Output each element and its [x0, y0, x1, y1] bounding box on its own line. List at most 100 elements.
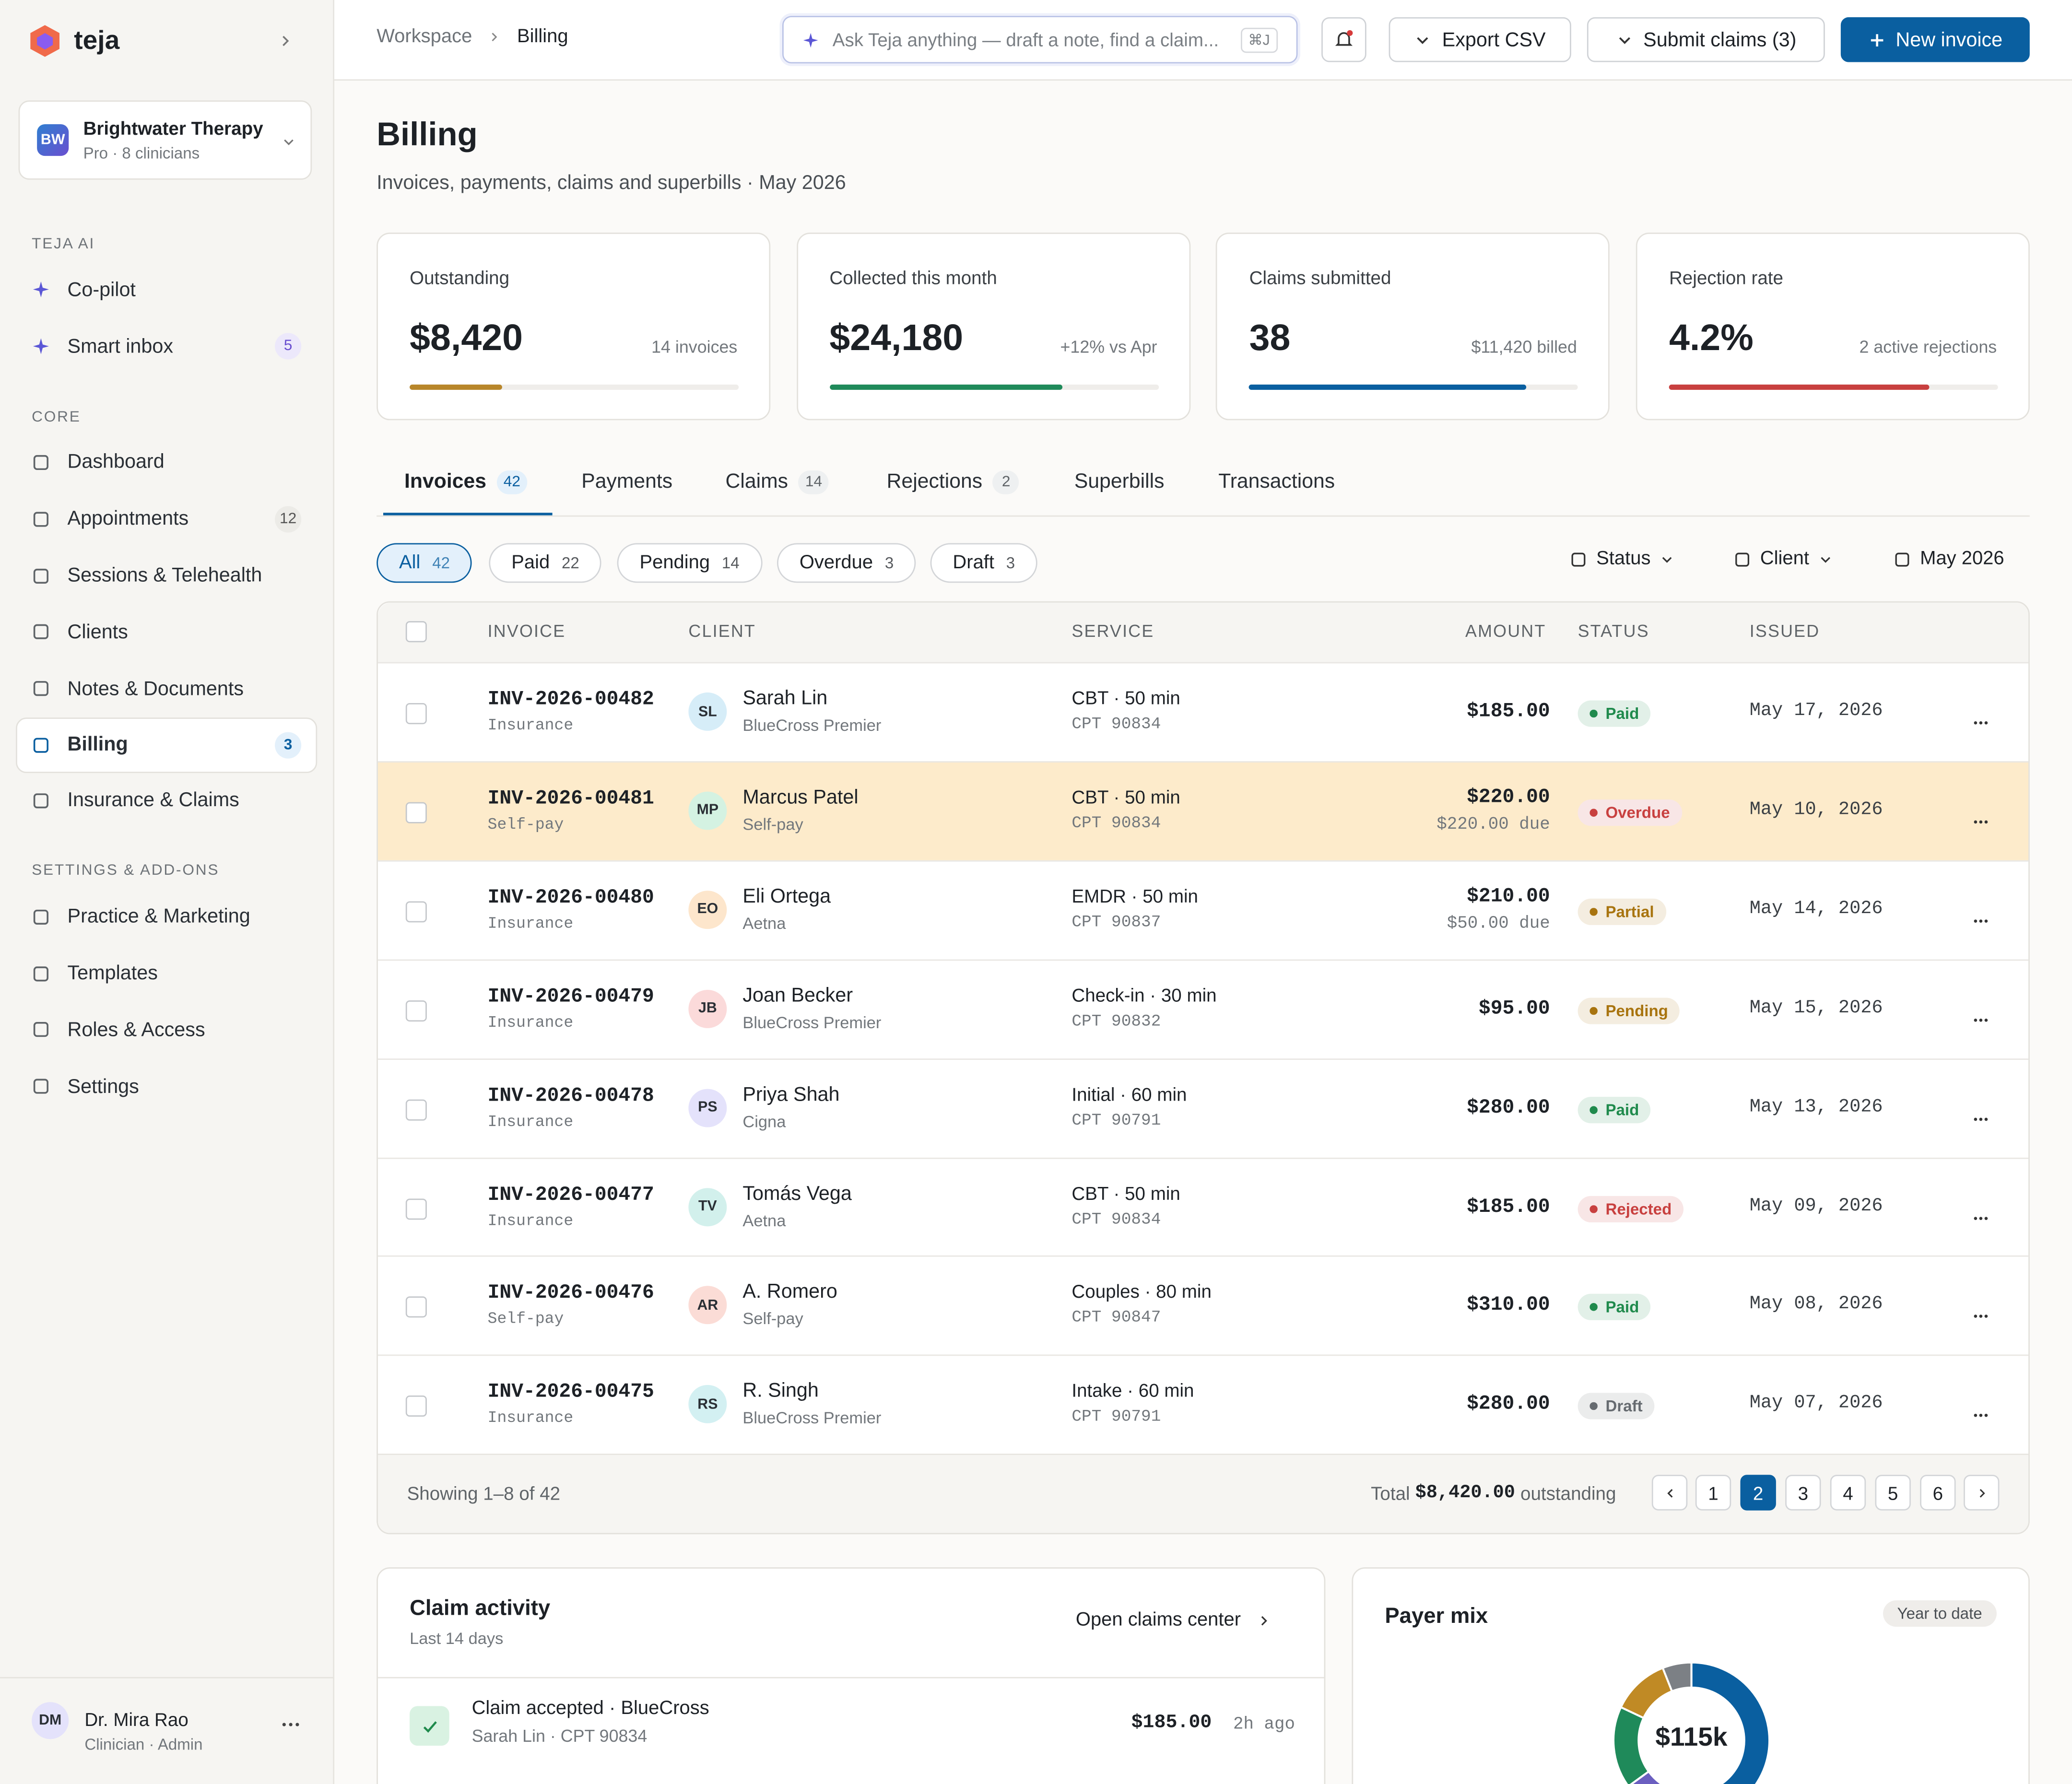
button-label: New invoice — [1895, 28, 2003, 51]
user-menu[interactable] — [282, 1710, 300, 1734]
page-next[interactable] — [1964, 1475, 2000, 1511]
search[interactable]: Ask Teja anything — draft a note, find a… — [782, 16, 1298, 64]
nav-item[interactable]: Roles & Access — [0, 1002, 333, 1058]
row-menu[interactable] — [1973, 1005, 1989, 1029]
kpi-label: Collected this month — [829, 267, 997, 288]
table-row[interactable]: INV-2026-00476 Self-pay AR A. Romero Self-pa… — [377, 1256, 2029, 1355]
client-name: Tomás Vega — [742, 1182, 852, 1205]
tab[interactable]: Invoices 42 — [404, 449, 527, 516]
page-button[interactable]: 2 — [1740, 1475, 1776, 1511]
nav-item[interactable]: Insurance & Claims — [0, 773, 333, 829]
icon — [33, 568, 48, 583]
row-menu[interactable] — [1973, 1104, 1989, 1128]
table-row[interactable]: INV-2026-00477 Insurance TV Tomás Vega Aetna… — [377, 1157, 2029, 1256]
cpt-code: CPT 90834 — [1071, 814, 1161, 833]
page-button[interactable]: 5 — [1875, 1475, 1911, 1511]
tab[interactable]: Rejections 2 — [887, 449, 1020, 516]
service: Intake · 60 min — [1071, 1380, 1194, 1401]
tab[interactable]: Transactions — [1218, 449, 1335, 516]
dropdown[interactable]: Status — [1570, 549, 1674, 570]
top-button[interactable]: Export CSV — [1389, 17, 1571, 62]
filter-pill[interactable]: Paid 22 — [489, 543, 602, 583]
nav-label: Practice & Marketing — [67, 905, 250, 928]
table-row[interactable]: INV-2026-00480 Insurance EO Eli Ortega Aetna… — [377, 860, 2029, 960]
dropdown[interactable]: Client — [1734, 549, 1833, 570]
row-checkbox[interactable] — [405, 1197, 427, 1220]
row-checkbox[interactable] — [405, 802, 427, 823]
row-menu[interactable] — [1973, 1401, 1989, 1425]
table-row[interactable]: INV-2026-00479 Insurance JB Joan Becker Blue… — [377, 959, 2029, 1058]
dropdown[interactable]: May 2026 — [1894, 549, 2004, 570]
filter-pill[interactable]: Draft 3 — [930, 543, 1038, 583]
row-menu[interactable] — [1973, 1302, 1989, 1326]
column-header: CLIENT — [688, 621, 756, 641]
select-all[interactable] — [405, 621, 427, 643]
page-button[interactable]: 1 — [1695, 1475, 1731, 1511]
open-link[interactable]: Open claims center — [1076, 1609, 1271, 1631]
nav-item[interactable]: Billing 3 — [16, 717, 318, 773]
row-menu[interactable] — [1973, 906, 1989, 930]
service: Initial · 60 min — [1071, 1083, 1187, 1104]
nav-item[interactable]: Co-pilot — [0, 262, 333, 318]
button-label: Export CSV — [1442, 28, 1546, 51]
page-button[interactable]: 4 — [1830, 1475, 1866, 1511]
page-button[interactable]: 3 — [1785, 1475, 1821, 1511]
row-menu[interactable] — [1973, 1203, 1989, 1227]
kpi-card: Rejection rate 4.2% 2 active rejections — [1636, 232, 2030, 421]
nav-item[interactable]: Templates — [0, 945, 333, 1002]
top-button[interactable]: Submit claims (3) — [1587, 17, 1825, 62]
filter-pill[interactable]: Pending 14 — [617, 543, 762, 583]
row-menu[interactable] — [1973, 807, 1989, 831]
collapse[interactable] — [278, 32, 294, 56]
filter-pill[interactable]: Overdue 3 — [777, 543, 917, 583]
nav-item[interactable]: Sessions & Telehealth — [0, 547, 333, 604]
icon — [1974, 1315, 1988, 1318]
row-checkbox[interactable] — [405, 1099, 427, 1120]
nav-item[interactable]: Smart inbox 5 — [0, 318, 333, 375]
client-avatar: PS — [688, 1088, 727, 1127]
crumb-current: Billing — [517, 26, 568, 48]
table-row[interactable]: INV-2026-00478 Insurance PS Priya Shah Cigna… — [377, 1058, 2029, 1157]
row-menu[interactable] — [1973, 708, 1989, 732]
notifications[interactable] — [1321, 17, 1366, 62]
nav-label: Smart inbox — [67, 335, 174, 358]
tab-label: Rejections — [886, 470, 983, 493]
page-button[interactable]: 6 — [1920, 1475, 1956, 1511]
filter-pill[interactable]: All 42 — [377, 543, 472, 583]
row-checkbox[interactable] — [405, 1396, 427, 1417]
status-dot — [1589, 709, 1598, 718]
cpt-code: CPT 90832 — [1071, 1011, 1161, 1031]
nav-item[interactable]: Appointments 12 — [0, 491, 333, 547]
invoice-id: INV-2026-00481 — [487, 787, 654, 810]
donut-center: $115k — [1655, 1723, 1728, 1752]
org-switcher[interactable]: BW Brightwater Therapy Pro · 8 clinicians — [18, 100, 312, 180]
tab-label: Transactions — [1218, 470, 1335, 493]
row-checkbox[interactable] — [405, 901, 427, 922]
status-pill: Paid — [1578, 1096, 1651, 1123]
kpi-progress — [410, 384, 502, 390]
page-prev[interactable] — [1651, 1475, 1688, 1511]
nav-item[interactable]: Dashboard — [0, 434, 333, 491]
tab[interactable]: Superbills — [1074, 449, 1165, 516]
top-button[interactable]: New invoice — [1840, 17, 2030, 62]
tab[interactable]: Payments — [581, 449, 672, 516]
total: Total $8,420.00 outstanding — [1371, 1483, 1616, 1504]
nav-item[interactable]: Settings — [0, 1058, 333, 1115]
icon — [1666, 1488, 1672, 1497]
tab[interactable]: Claims 14 — [726, 449, 829, 516]
row-checkbox[interactable] — [405, 1297, 427, 1318]
invoice-kind: Insurance — [487, 1409, 574, 1428]
table-row[interactable]: INV-2026-00482 Insurance SL Sarah Lin BlueCr… — [377, 662, 2029, 762]
kpi-track — [1249, 384, 1578, 390]
nav-item[interactable]: Clients — [0, 604, 333, 660]
nav-item[interactable]: Practice & Marketing — [0, 889, 333, 945]
tab-rule — [377, 515, 2030, 517]
row-checkbox[interactable] — [405, 1000, 427, 1021]
brand: teja — [29, 24, 120, 59]
table-row[interactable]: INV-2026-00481 Self-pay MP Marcus Patel Self… — [377, 761, 2029, 860]
crumb[interactable]: Workspace — [377, 26, 472, 48]
row-checkbox[interactable] — [405, 703, 427, 725]
nav-item[interactable]: Notes & Documents — [0, 660, 333, 717]
table-row[interactable]: INV-2026-00475 Insurance RS R. Singh BlueCro… — [377, 1355, 2029, 1454]
amount: $185.00 — [1467, 1195, 1550, 1218]
